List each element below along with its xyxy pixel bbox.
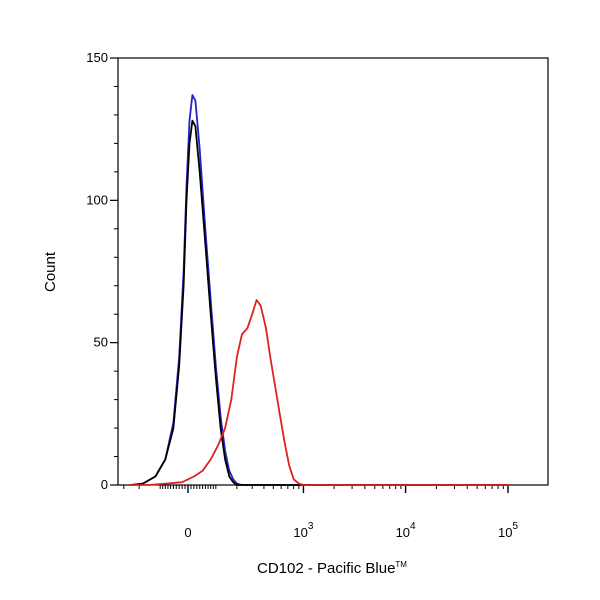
x-axis-label-text: CD102 - Pacific Blue [257, 560, 395, 577]
y-tick-label: 0 [101, 477, 108, 492]
x-tick-label: 105 [498, 521, 518, 540]
x-axis-label-trademark: TM [395, 560, 407, 569]
y-tick-label: 150 [86, 50, 108, 65]
plot-frame [117, 57, 549, 486]
x-tick-label: 104 [396, 521, 416, 540]
series-line-2 [129, 119, 509, 486]
x-axis-label: CD102 - Pacific BlueTM [257, 560, 407, 577]
x-axis: 0 103 104 105 [123, 485, 518, 540]
y-tick-label: 50 [94, 335, 108, 350]
y-axis: 0 50 100 150 [86, 50, 118, 492]
series-layer [129, 94, 509, 486]
x-tick-label: 103 [293, 521, 313, 540]
y-tick-label: 100 [86, 192, 108, 207]
series-line-3 [129, 299, 509, 486]
x-tick-label: 0 [184, 525, 191, 540]
y-axis-label: Count [42, 251, 59, 292]
